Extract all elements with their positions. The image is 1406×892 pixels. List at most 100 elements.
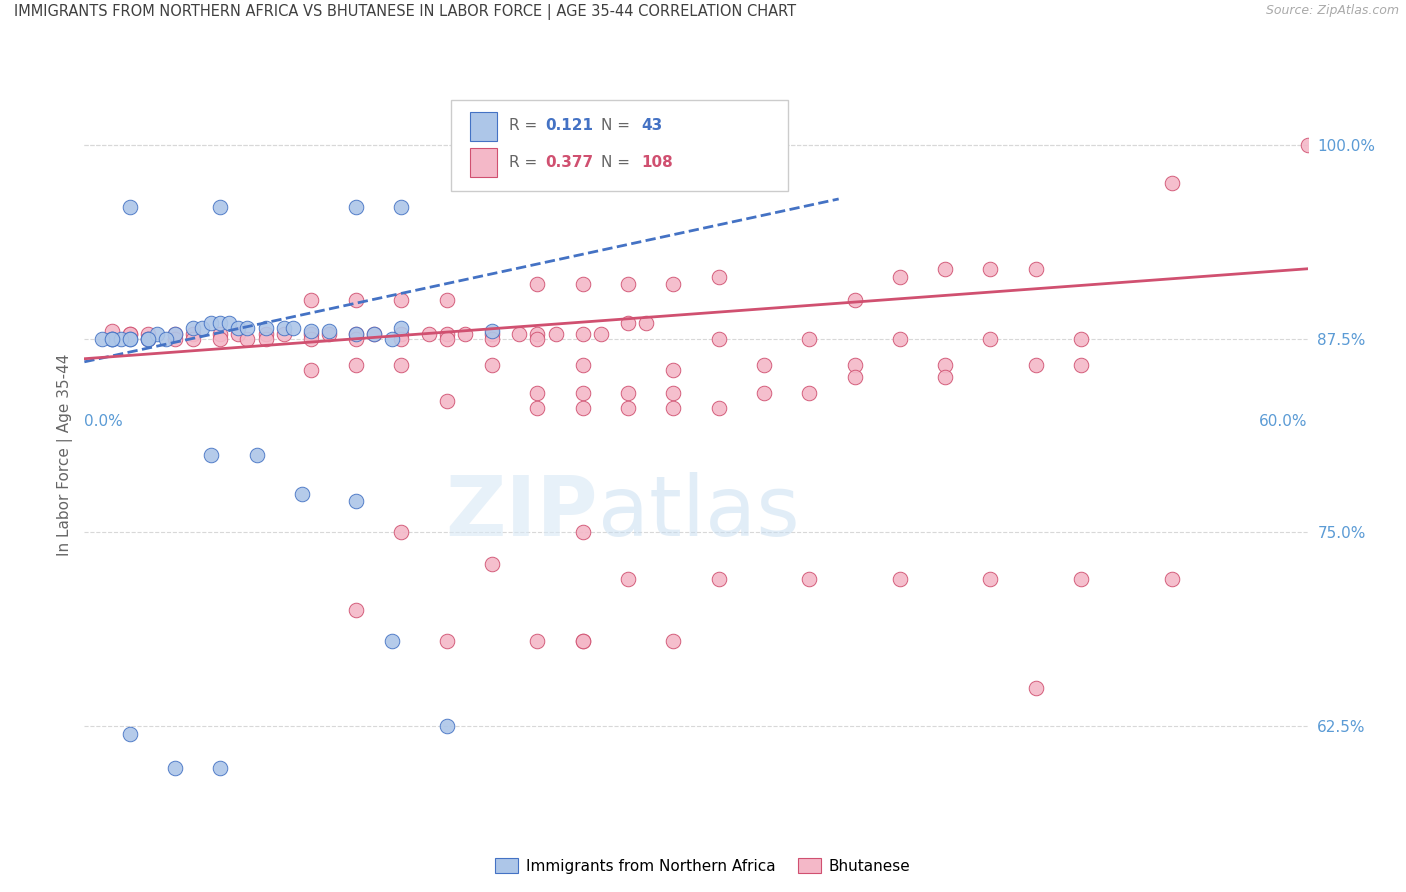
Point (273, 326, 295, 341)
FancyBboxPatch shape (470, 112, 496, 141)
Point (344, 326, 367, 341)
Point (707, 269, 730, 284)
Point (844, 358, 866, 372)
Point (391, 293, 413, 307)
Point (344, 293, 367, 307)
Point (363, 326, 385, 341)
Point (662, 362, 685, 376)
Point (318, 324, 340, 338)
Point (934, 261, 956, 276)
Point (889, 572, 911, 586)
Point (1070, 332, 1092, 346)
Point (707, 572, 730, 586)
Point (254, 326, 277, 341)
Point (436, 634, 458, 648)
Point (100, 324, 122, 338)
Point (889, 269, 911, 284)
Point (200, 448, 222, 462)
Point (391, 320, 413, 334)
Point (799, 332, 821, 346)
Point (344, 326, 367, 341)
Point (979, 261, 1001, 276)
Point (118, 326, 141, 341)
Point (254, 332, 277, 346)
Point (1070, 572, 1092, 586)
Point (889, 332, 911, 346)
Text: R =: R = (509, 155, 541, 169)
Point (1025, 261, 1047, 276)
Point (391, 525, 413, 540)
Text: Source: ZipAtlas.com: Source: ZipAtlas.com (1265, 4, 1399, 18)
Point (526, 634, 548, 648)
Point (281, 320, 304, 334)
Text: N =: N = (600, 155, 634, 169)
Point (544, 326, 567, 341)
Point (662, 401, 685, 416)
Point (110, 332, 132, 346)
Point (662, 385, 685, 400)
Point (418, 326, 440, 341)
Point (299, 362, 322, 376)
Point (218, 316, 240, 330)
Point (481, 557, 503, 571)
Point (799, 385, 821, 400)
Point (181, 320, 204, 334)
Text: R =: R = (509, 118, 541, 133)
Text: 108: 108 (641, 155, 672, 169)
Point (1070, 358, 1092, 372)
Point (163, 761, 186, 775)
Point (344, 494, 367, 508)
Point (136, 326, 159, 341)
Point (571, 525, 593, 540)
Point (236, 320, 259, 334)
Point (526, 385, 548, 400)
Point (481, 332, 503, 346)
Point (526, 332, 548, 346)
Point (844, 293, 866, 307)
Point (481, 358, 503, 372)
Point (344, 332, 367, 346)
Point (209, 316, 232, 330)
Point (979, 572, 1001, 586)
Text: 0.121: 0.121 (546, 118, 593, 133)
Point (436, 393, 458, 408)
Point (571, 401, 593, 416)
Point (118, 332, 141, 346)
Point (118, 326, 141, 341)
Point (136, 332, 159, 346)
Point (254, 320, 277, 334)
Point (245, 448, 267, 462)
Point (707, 401, 730, 416)
Point (571, 634, 593, 648)
Point (707, 332, 730, 346)
Point (526, 326, 548, 341)
Point (299, 293, 322, 307)
Point (163, 332, 186, 346)
Point (318, 326, 340, 341)
Point (436, 326, 458, 341)
Legend: Immigrants from Northern Africa, Bhutanese: Immigrants from Northern Africa, Bhutane… (489, 852, 917, 880)
Point (526, 277, 548, 292)
Point (363, 326, 385, 341)
Point (299, 332, 322, 346)
Point (481, 326, 503, 341)
Point (100, 332, 122, 346)
Point (209, 326, 232, 341)
Point (181, 326, 204, 341)
Point (118, 727, 141, 741)
Text: ZIP: ZIP (446, 472, 598, 552)
FancyBboxPatch shape (470, 148, 496, 177)
Point (344, 603, 367, 617)
Point (636, 316, 658, 330)
Text: IMMIGRANTS FROM NORTHERN AFRICA VS BHUTANESE IN LABOR FORCE | AGE 35-44 CORRELAT: IMMIGRANTS FROM NORTHERN AFRICA VS BHUTA… (14, 4, 796, 21)
Point (344, 200, 367, 214)
Point (100, 332, 122, 346)
Point (344, 358, 367, 372)
Point (209, 761, 232, 775)
Point (844, 370, 866, 384)
Point (617, 385, 640, 400)
Point (436, 719, 458, 733)
Point (100, 332, 122, 346)
Text: N =: N = (600, 118, 634, 133)
Point (526, 401, 548, 416)
